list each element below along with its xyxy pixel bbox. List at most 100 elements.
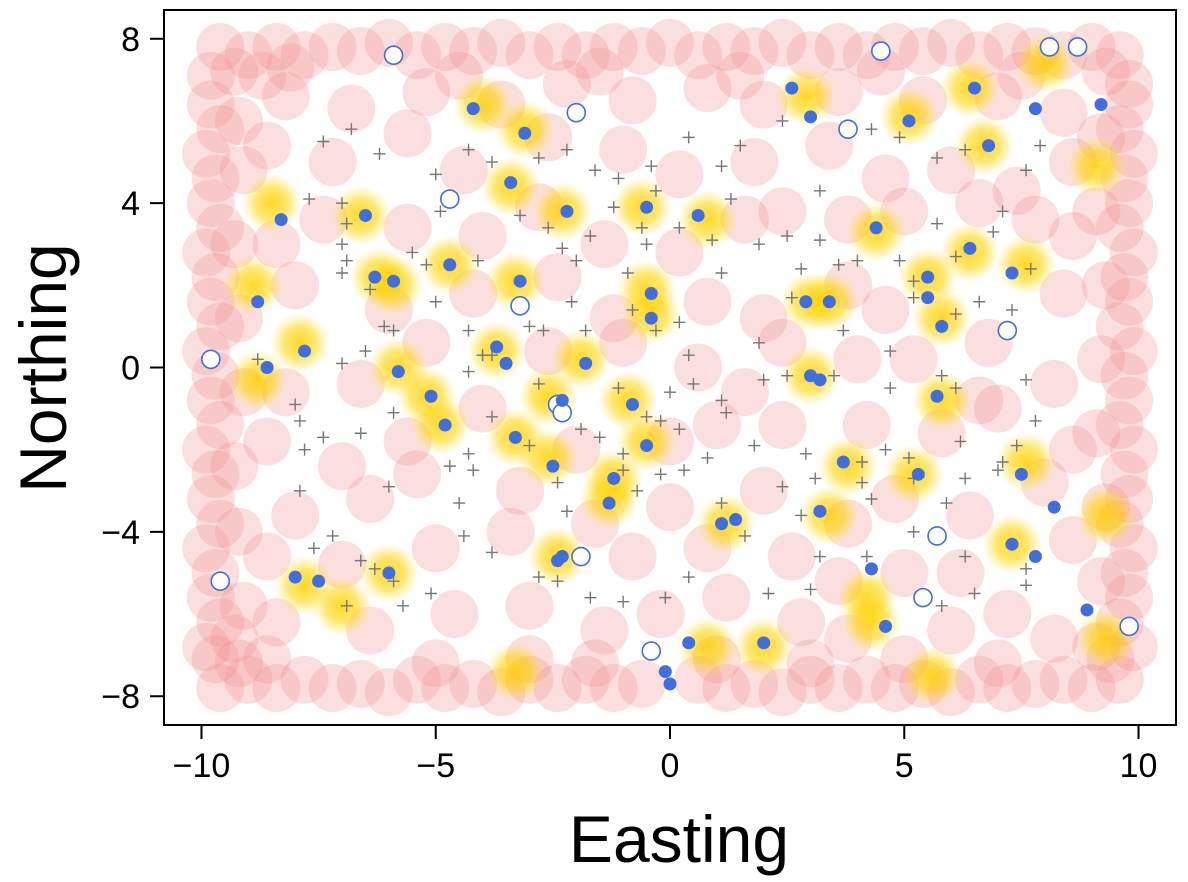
background-circle (243, 635, 292, 684)
background-circle (1077, 557, 1126, 606)
background-circle (1081, 47, 1130, 96)
background-circle (608, 532, 657, 581)
cross-point (631, 484, 644, 497)
cross-point (649, 324, 662, 337)
filled-point (1005, 537, 1019, 551)
cross-point (907, 525, 920, 538)
background-circle (271, 491, 320, 540)
filled-point (644, 311, 658, 325)
cross-point (532, 571, 545, 584)
background-circle (318, 442, 367, 491)
background-circle (1105, 573, 1154, 622)
cross-point (462, 324, 475, 337)
cross-point (715, 497, 728, 510)
background-circle (575, 47, 624, 96)
cross-point (303, 193, 316, 206)
background-circle (674, 31, 723, 80)
filled-point (513, 274, 527, 288)
cross-point (884, 345, 897, 358)
filled-point (836, 455, 850, 469)
cross-point (940, 497, 953, 510)
cross-point (340, 217, 353, 230)
cross-point (551, 575, 564, 588)
filled-point (1014, 467, 1028, 481)
filled-point (288, 570, 302, 584)
cross-point (931, 217, 944, 230)
background-circle (186, 376, 235, 425)
cross-point (340, 254, 353, 267)
cross-point (781, 369, 794, 382)
background-circle (758, 401, 807, 450)
cross-point (368, 562, 381, 575)
cross-point (856, 456, 869, 469)
filled-point (813, 373, 827, 387)
cross-point (991, 464, 1004, 477)
background-circle (449, 27, 498, 76)
background-circle (992, 166, 1041, 215)
filled-point (864, 562, 878, 576)
filled-point (298, 344, 312, 358)
background-circle (1109, 327, 1158, 376)
filled-point (579, 356, 593, 370)
background-circle (617, 659, 666, 708)
cross-point (931, 151, 944, 164)
background-circle (186, 179, 235, 228)
cross-point (560, 143, 573, 156)
background-circle (608, 76, 657, 125)
background-circle (336, 27, 385, 76)
filled-point (555, 393, 569, 407)
cross-point (907, 291, 920, 304)
cross-point (795, 262, 808, 275)
background-circle (430, 590, 479, 639)
cross-point (893, 254, 906, 267)
background-circle (856, 47, 905, 96)
background-circle (210, 614, 259, 663)
background-circle (955, 655, 1004, 704)
cross-point (645, 160, 658, 173)
background-circle (182, 129, 231, 178)
cross-point (734, 139, 747, 152)
filled-point (387, 274, 401, 288)
filled-point (869, 221, 883, 235)
open-point (838, 119, 858, 139)
filled-circles-layer (251, 81, 1108, 691)
background-circle (1109, 228, 1158, 277)
background-circle (196, 22, 245, 71)
background-circle (477, 18, 526, 67)
background-circle (1095, 203, 1144, 252)
background-circle (196, 203, 245, 252)
cross-point (354, 554, 367, 567)
background-circle (196, 598, 245, 647)
background-circle (393, 450, 441, 499)
filled-point (682, 636, 696, 650)
background-circle (191, 450, 240, 499)
cross-point (523, 439, 536, 452)
filled-point (1028, 550, 1042, 564)
y-axis: −8 −4 0 4 8 (101, 21, 164, 716)
background-circle (1072, 409, 1121, 458)
cross-point (387, 406, 400, 419)
cross-point (664, 386, 676, 399)
cross-point (762, 587, 775, 600)
background-circle (449, 659, 498, 708)
y-tick-label: 0 (121, 350, 140, 388)
filled-point (490, 340, 504, 354)
open-point (997, 320, 1018, 341)
background-circle (1011, 659, 1060, 708)
y-tick-label: −4 (101, 514, 140, 552)
background-circle (196, 105, 245, 154)
y-tick-label: −8 (101, 678, 140, 716)
x-tick-label: 0 (661, 747, 680, 785)
background-circle (1039, 655, 1088, 704)
cross-point (884, 382, 897, 395)
cross-point (457, 529, 470, 542)
background-circle (261, 72, 310, 121)
cross-point (959, 472, 972, 485)
cross-point (537, 324, 550, 337)
filled-point (1094, 98, 1108, 112)
cross-point (345, 123, 358, 136)
cross-point (579, 324, 592, 337)
cross-point (860, 550, 873, 563)
background-circle (1048, 425, 1097, 474)
cross-point (429, 168, 442, 181)
